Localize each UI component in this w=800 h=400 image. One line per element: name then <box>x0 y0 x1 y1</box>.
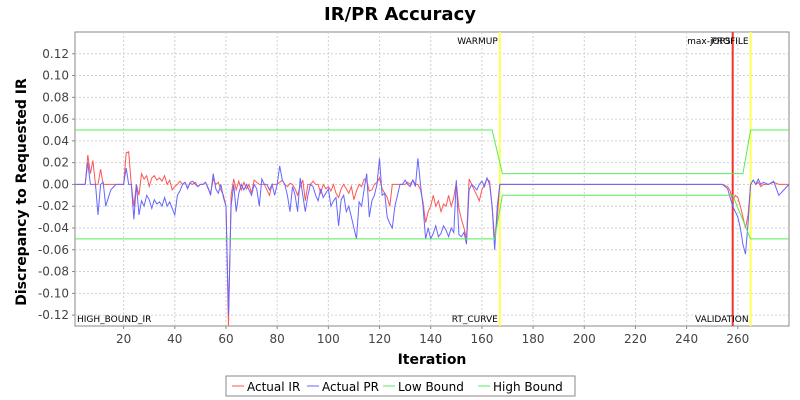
x-tick-label: 200 <box>573 332 596 346</box>
series-line-high-bound <box>75 129 789 175</box>
y-tick-label: 0.02 <box>42 156 69 170</box>
y-tick-label: -0.12 <box>38 308 69 322</box>
y-tick-label: 0.08 <box>42 90 69 104</box>
legend: Actual IR Actual PR Low Bound High Bound <box>225 375 576 397</box>
x-tick-label: 20 <box>116 332 131 346</box>
legend-label: Low Bound <box>398 380 464 394</box>
series-line-low-bound <box>75 194 789 240</box>
y-tick-label: -0.06 <box>38 243 69 257</box>
y-tick-label: -0.02 <box>38 199 69 213</box>
x-tick-label: 100 <box>317 332 340 346</box>
gridlines <box>75 32 789 326</box>
legend-label: High Bound <box>493 380 563 394</box>
y-tick-label: 0.04 <box>42 134 69 148</box>
legend-label: Actual PR <box>322 380 379 394</box>
x-axis-label: Iteration <box>398 352 467 368</box>
marker-top-label: max-jOPS <box>687 37 731 47</box>
y-axis-ticks: -0.12 -0.10 -0.08 -0.06 -0.04 -0.02 0.00 0.02 0.… <box>38 47 75 322</box>
x-tick-label: 60 <box>218 332 233 346</box>
x-tick-label: 160 <box>470 332 493 346</box>
marker-bottom-label: RT_CURVE <box>452 315 498 325</box>
left-bottom-label: HIGH_BOUND_IR <box>77 315 151 325</box>
x-tick-label: 120 <box>368 332 391 346</box>
x-tick-label: 180 <box>522 332 545 346</box>
x-tick-label: 40 <box>167 332 182 346</box>
legend-box <box>225 375 576 397</box>
chart-title: IR/PR Accuracy <box>324 4 476 25</box>
y-axis-label: Discrepancy to Requested IR <box>14 78 30 306</box>
y-tick-label: -0.10 <box>38 286 69 300</box>
x-axis-ticks: 20 40 60 80 100 120 140 160 180 200 220 240 260 <box>116 326 749 346</box>
marker-bottom-label: VALIDATION <box>695 315 749 325</box>
legend-label: Actual IR <box>247 380 300 394</box>
series-lines <box>75 129 790 327</box>
x-tick-label: 220 <box>624 332 647 346</box>
event-markers <box>498 32 752 326</box>
marker-top-label: PROFILE <box>711 37 749 47</box>
marker-top-label: WARMUP <box>457 37 498 47</box>
x-tick-label: 80 <box>270 332 285 346</box>
y-tick-label: 0.06 <box>42 112 69 126</box>
y-tick-label: 0.10 <box>42 69 69 83</box>
y-tick-label: 0.12 <box>42 47 69 61</box>
y-tick-label: -0.08 <box>38 265 69 279</box>
x-tick-label: 140 <box>419 332 442 346</box>
x-tick-label: 240 <box>675 332 698 346</box>
y-tick-label: 0.00 <box>42 177 69 191</box>
y-tick-label: -0.04 <box>38 221 69 235</box>
plot-area <box>74 31 790 327</box>
series-line-actual-pr <box>75 158 790 316</box>
x-tick-label: 260 <box>726 332 749 346</box>
